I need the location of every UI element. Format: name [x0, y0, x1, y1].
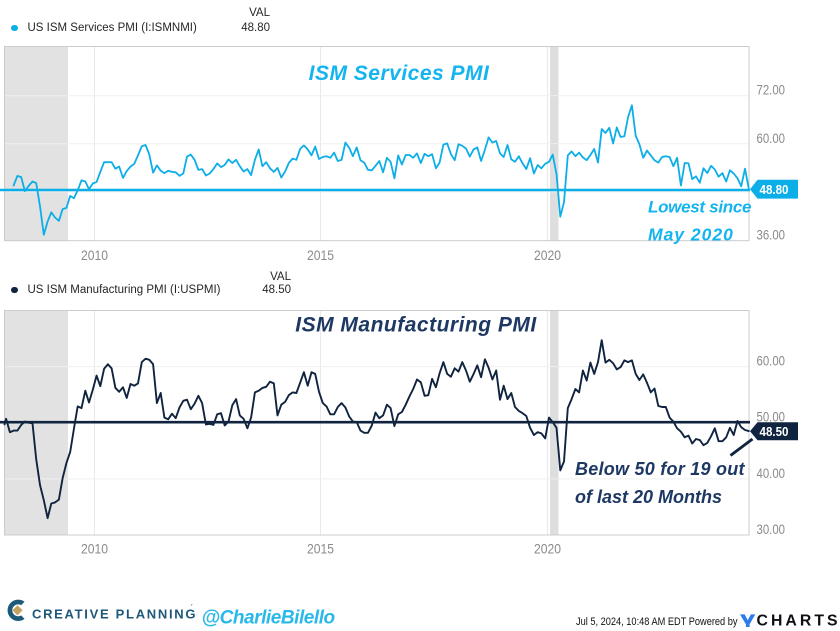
svg-text:72.00: 72.00 — [757, 83, 786, 98]
svg-text:30.00: 30.00 — [757, 522, 786, 537]
svg-text:ISM Services PMI: ISM Services PMI — [309, 62, 490, 85]
svg-text:2020: 2020 — [534, 247, 561, 263]
svg-text:CHARTS: CHARTS — [757, 613, 840, 630]
svg-text:48.50: 48.50 — [760, 424, 789, 439]
svg-text:2015: 2015 — [307, 247, 334, 263]
svg-text:36.00: 36.00 — [757, 228, 786, 243]
svg-text:2010: 2010 — [81, 540, 108, 556]
svg-text:´: ´ — [191, 605, 194, 612]
svg-text:48.80: 48.80 — [760, 182, 789, 197]
svg-text:2020: 2020 — [534, 540, 561, 556]
svg-text:Below 50 for 19 out: Below 50 for 19 out — [575, 459, 746, 479]
svg-text:50.00: 50.00 — [757, 410, 786, 425]
svg-text:60.00: 60.00 — [757, 354, 786, 369]
svg-text:May 2020: May 2020 — [648, 225, 734, 245]
svg-text:2015: 2015 — [307, 540, 334, 556]
svg-text:CREATIVE PLANNING: CREATIVE PLANNING — [32, 607, 197, 622]
svg-text:Jul 5, 2024, 10:48 AM EDT Powe: Jul 5, 2024, 10:48 AM EDT Powered by — [576, 616, 738, 628]
svg-text:60.00: 60.00 — [757, 131, 786, 146]
svg-text:40.00: 40.00 — [757, 466, 786, 481]
svg-text:ISM Manufacturing PMI: ISM Manufacturing PMI — [295, 314, 537, 337]
svg-text:Lowest since: Lowest since — [648, 198, 751, 217]
svg-text:@CharlieBilello: @CharlieBilello — [202, 608, 335, 629]
svg-text:of last 20 Months: of last 20 Months — [575, 487, 722, 507]
svg-text:2010: 2010 — [81, 247, 108, 263]
